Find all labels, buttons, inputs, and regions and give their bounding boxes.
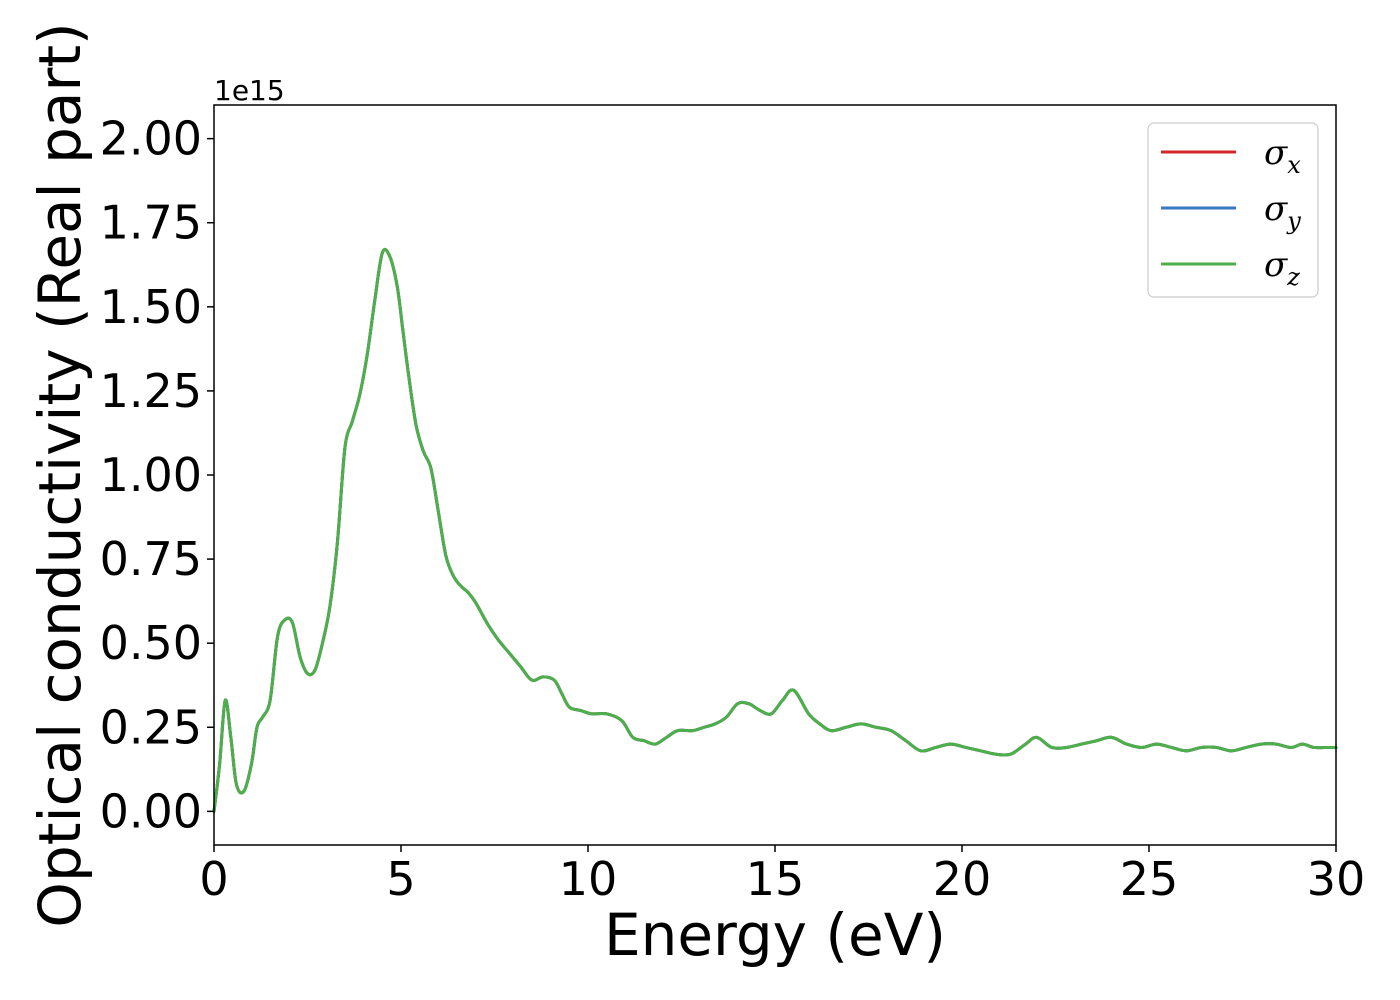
x-axis-label: Energy (eV)	[604, 901, 946, 969]
series-line-3	[212, 247, 1338, 813]
x-axis: 0 5 10 15 20 25 30	[199, 845, 1365, 906]
y-tick-label: 0.00	[100, 784, 202, 838]
y-axis: 0.00 0.25 0.50 0.75 1.00 1.25 1.50 1.75 2.00	[100, 112, 214, 838]
legend-frame	[1147, 122, 1319, 298]
y-axis-label: Optical conductivity (Real part)	[26, 22, 94, 927]
y-offset-label: 1e15	[214, 74, 285, 107]
y-tick-label: 0.25	[100, 700, 202, 754]
y-tick-label: 1.00	[100, 448, 202, 502]
x-tick-label: 15	[746, 852, 805, 906]
y-tick-label: 1.25	[100, 364, 202, 418]
x-tick-label: 20	[933, 852, 992, 906]
x-tick-label: 25	[1120, 852, 1179, 906]
x-tick-label: 0	[199, 852, 228, 906]
x-tick-label: 30	[1307, 852, 1366, 906]
y-tick-label: 0.50	[100, 616, 202, 670]
y-tick-label: 1.75	[100, 196, 202, 250]
x-tick-label: 5	[386, 852, 415, 906]
series-layer	[212, 247, 1338, 813]
x-tick-label: 10	[559, 852, 618, 906]
y-tick-label: 1.50	[100, 280, 202, 334]
y-tick-label: 0.75	[100, 532, 202, 586]
y-tick-label: 2.00	[100, 112, 202, 166]
